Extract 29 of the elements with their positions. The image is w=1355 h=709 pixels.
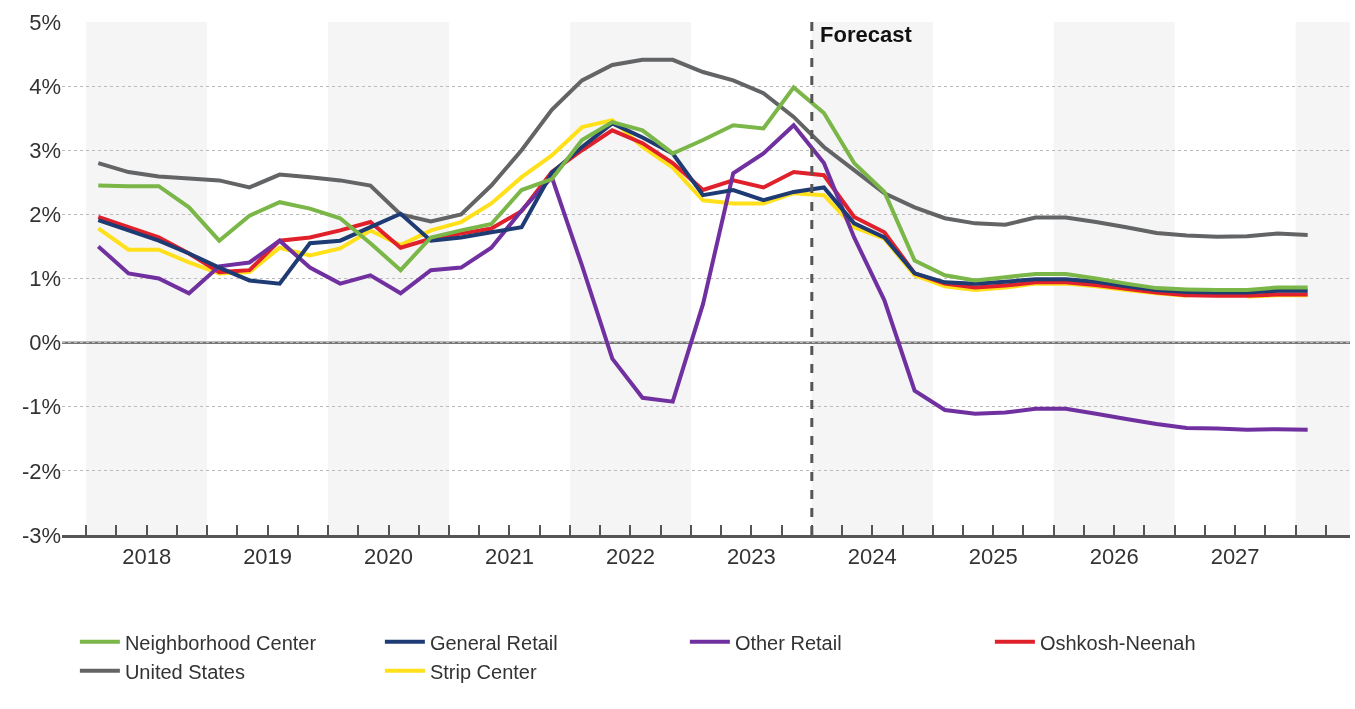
y-tick-label: 3%: [29, 137, 61, 163]
y-tick-label: -1%: [21, 394, 61, 420]
x-tick-label: 2025: [968, 544, 1018, 570]
x-tick-label: 2019: [243, 544, 293, 570]
y-tick-label: 4%: [29, 73, 61, 99]
line-series: [96, 57, 1310, 239]
x-tick-label: 2022: [605, 544, 655, 570]
legend-label: Neighborhood Center: [124, 631, 317, 654]
x-tick-label: 2018: [122, 544, 172, 570]
line-series: [96, 85, 1310, 293]
x-tick-label: 2021: [484, 544, 534, 570]
legend-label: Oshkosh-Neenah: [1039, 631, 1196, 654]
legend-label: General Retail: [429, 631, 558, 654]
x-tick-label: 2026: [1089, 544, 1139, 570]
legend-label: Strip Center: [429, 660, 537, 683]
legend-label: Other Retail: [734, 631, 842, 654]
x-tick-label: 2027: [1210, 544, 1260, 570]
y-tick-label: 1%: [29, 266, 61, 292]
line-series: [96, 123, 1310, 432]
y-tick-label: -3%: [21, 522, 61, 548]
y-tick-label: 5%: [29, 9, 61, 35]
x-tick-label: 2024: [847, 544, 897, 570]
y-tick-label: -2%: [21, 458, 61, 484]
x-tick-label: 2020: [364, 544, 414, 570]
y-tick-label: 0%: [29, 330, 61, 356]
legend-label: United States: [124, 660, 245, 683]
y-tick-label: 2%: [29, 202, 61, 228]
ref-line-label: Forecast: [820, 22, 913, 47]
x-tick-label: 2023: [726, 544, 776, 570]
